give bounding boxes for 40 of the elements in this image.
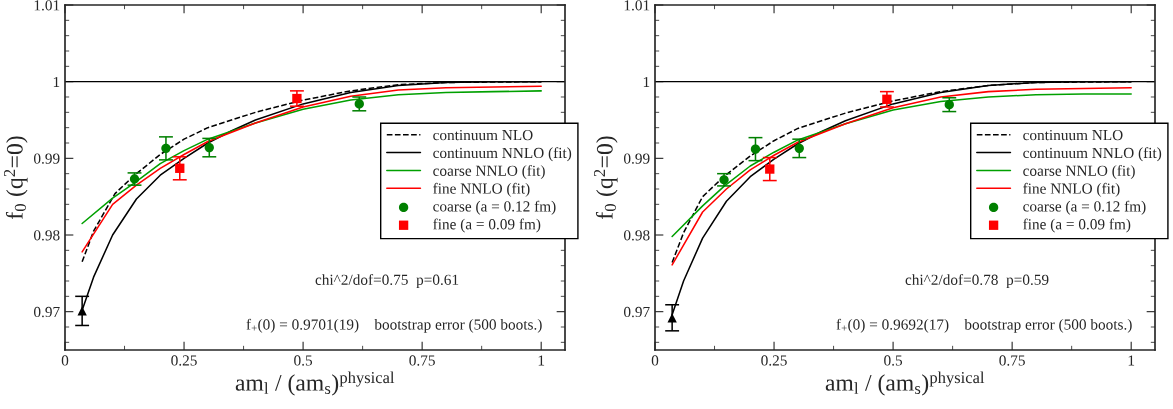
y-axis-title: f$_{0}$ (q$^{2}$=0) <box>594 136 618 220</box>
legend-label: fine (a = 0.09 fm) <box>1023 218 1131 233</box>
y-tick-label: 0.98 <box>33 230 60 241</box>
annotation: chi^2/dof=0.78 p=0.59 <box>905 273 1049 289</box>
annotation: chi^2/dof=0.75 p=0.61 <box>315 273 459 289</box>
legend-label: continuum NLO <box>1023 129 1123 141</box>
x-tick-label: 1 <box>1128 355 1135 366</box>
x-tick-label: 0 <box>651 355 659 366</box>
legend-label: continuum NNLO (fit) <box>1023 147 1162 162</box>
legend-label: coarse NNLO (fit) <box>433 165 545 180</box>
x-axis-title: am$_{l}$ / (am$_{s}$)$^{physical}$ <box>235 371 395 396</box>
y-tick-label: 0.97 <box>33 306 60 318</box>
legend-label: fine NNLO (fit) <box>1023 182 1120 197</box>
y-tick-label: 1 <box>53 76 60 87</box>
y-tick-label: 0.98 <box>623 230 650 241</box>
x-tick-label: 0.25 <box>761 355 787 366</box>
legend-label: fine (a = 0.09 fm) <box>433 218 541 233</box>
legend-label: continuum NNLO (fit) <box>433 147 572 162</box>
x-tick-label: 0.25 <box>171 355 197 366</box>
legend-label: coarse NNLO (fit) <box>1023 165 1135 180</box>
x-tick-label: 1 <box>538 355 545 366</box>
x-tick-label: 0.5 <box>884 355 903 366</box>
legend-label: coarse (a = 0.12 fm) <box>433 200 556 215</box>
y-tick-label: 1 <box>643 76 650 87</box>
legend-label: continuum NLO <box>433 129 533 141</box>
x-tick-label: 0.5 <box>294 355 313 366</box>
x-tick-label: 0.75 <box>999 355 1025 366</box>
x-tick-label: 0 <box>61 355 69 366</box>
y-tick-label: 1.01 <box>34 0 60 11</box>
y-tick-label: 0.99 <box>623 153 650 164</box>
legend-label: fine NNLO (fit) <box>433 182 530 197</box>
y-axis-title: f$_{0}$ (q$^{2}$=0) <box>4 136 28 220</box>
x-tick-label: 0.75 <box>409 355 435 366</box>
annotation: f$_{+}$(0) = 0.9701(19) bootstrap error (500 boots.) <box>246 318 542 333</box>
legend-label: coarse (a = 0.12 fm) <box>1023 200 1146 215</box>
y-tick-label: 1.01 <box>624 0 650 11</box>
x-axis-title: am$_{l}$ / (am$_{s}$)$^{physical}$ <box>825 371 985 396</box>
y-tick-label: 0.99 <box>33 153 60 164</box>
y-tick-label: 0.97 <box>623 306 650 318</box>
annotation: f$_{+}$(0) = 0.9692(17) bootstrap error (500 boots.) <box>836 318 1132 333</box>
